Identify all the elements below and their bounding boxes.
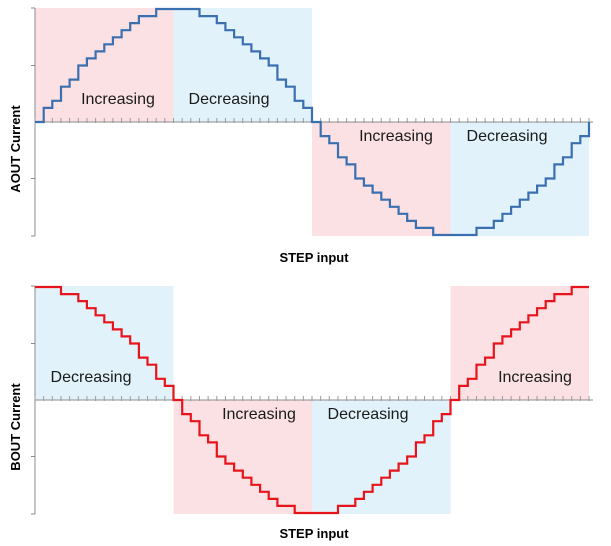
aout-region-label-4: Decreasing bbox=[467, 128, 548, 145]
bout-axes bbox=[31, 285, 593, 515]
aout-region-label-3: Increasing bbox=[359, 128, 433, 145]
aout-staircase-line bbox=[35, 7, 591, 237]
bout-trace bbox=[35, 285, 589, 515]
bout-regions bbox=[35, 286, 589, 514]
bout-x-axis-title: STEP input bbox=[279, 526, 349, 541]
aout-region-labels: Increasing Decreasing Increasing Decreasing bbox=[81, 91, 547, 145]
aout-y-axis-title: AOUT Current bbox=[8, 105, 23, 193]
aout-current-chart: Increasing Decreasing Increasing Decreasing… bbox=[8, 7, 593, 265]
aout-region-4 bbox=[450, 122, 589, 236]
bout-region-labels: Decreasing Increasing Decreasing Increasing bbox=[51, 369, 572, 423]
bout-current-chart: Decreasing Increasing Decreasing Increasing… bbox=[8, 285, 593, 541]
bout-region-label-4: Increasing bbox=[498, 369, 572, 386]
aout-region-label-2: Decreasing bbox=[189, 91, 270, 108]
aout-trace bbox=[35, 7, 591, 237]
bout-region-2 bbox=[173, 400, 312, 514]
aout-region-1 bbox=[35, 8, 174, 122]
bout-region-label-3: Decreasing bbox=[328, 406, 409, 423]
bout-staircase-line bbox=[35, 285, 589, 515]
aout-region-3 bbox=[312, 122, 451, 236]
bout-region-3 bbox=[312, 400, 451, 514]
aout-x-axis-title: STEP input bbox=[279, 250, 349, 265]
bout-region-label-1: Decreasing bbox=[51, 369, 132, 386]
bout-region-4 bbox=[450, 286, 589, 400]
aout-region-label-1: Increasing bbox=[81, 91, 155, 108]
aout-regions bbox=[35, 8, 589, 236]
bout-region-1 bbox=[35, 286, 174, 400]
bout-y-axis-title: BOUT Current bbox=[8, 383, 23, 471]
bout-region-label-2: Increasing bbox=[222, 406, 296, 423]
aout-region-2 bbox=[173, 8, 312, 122]
